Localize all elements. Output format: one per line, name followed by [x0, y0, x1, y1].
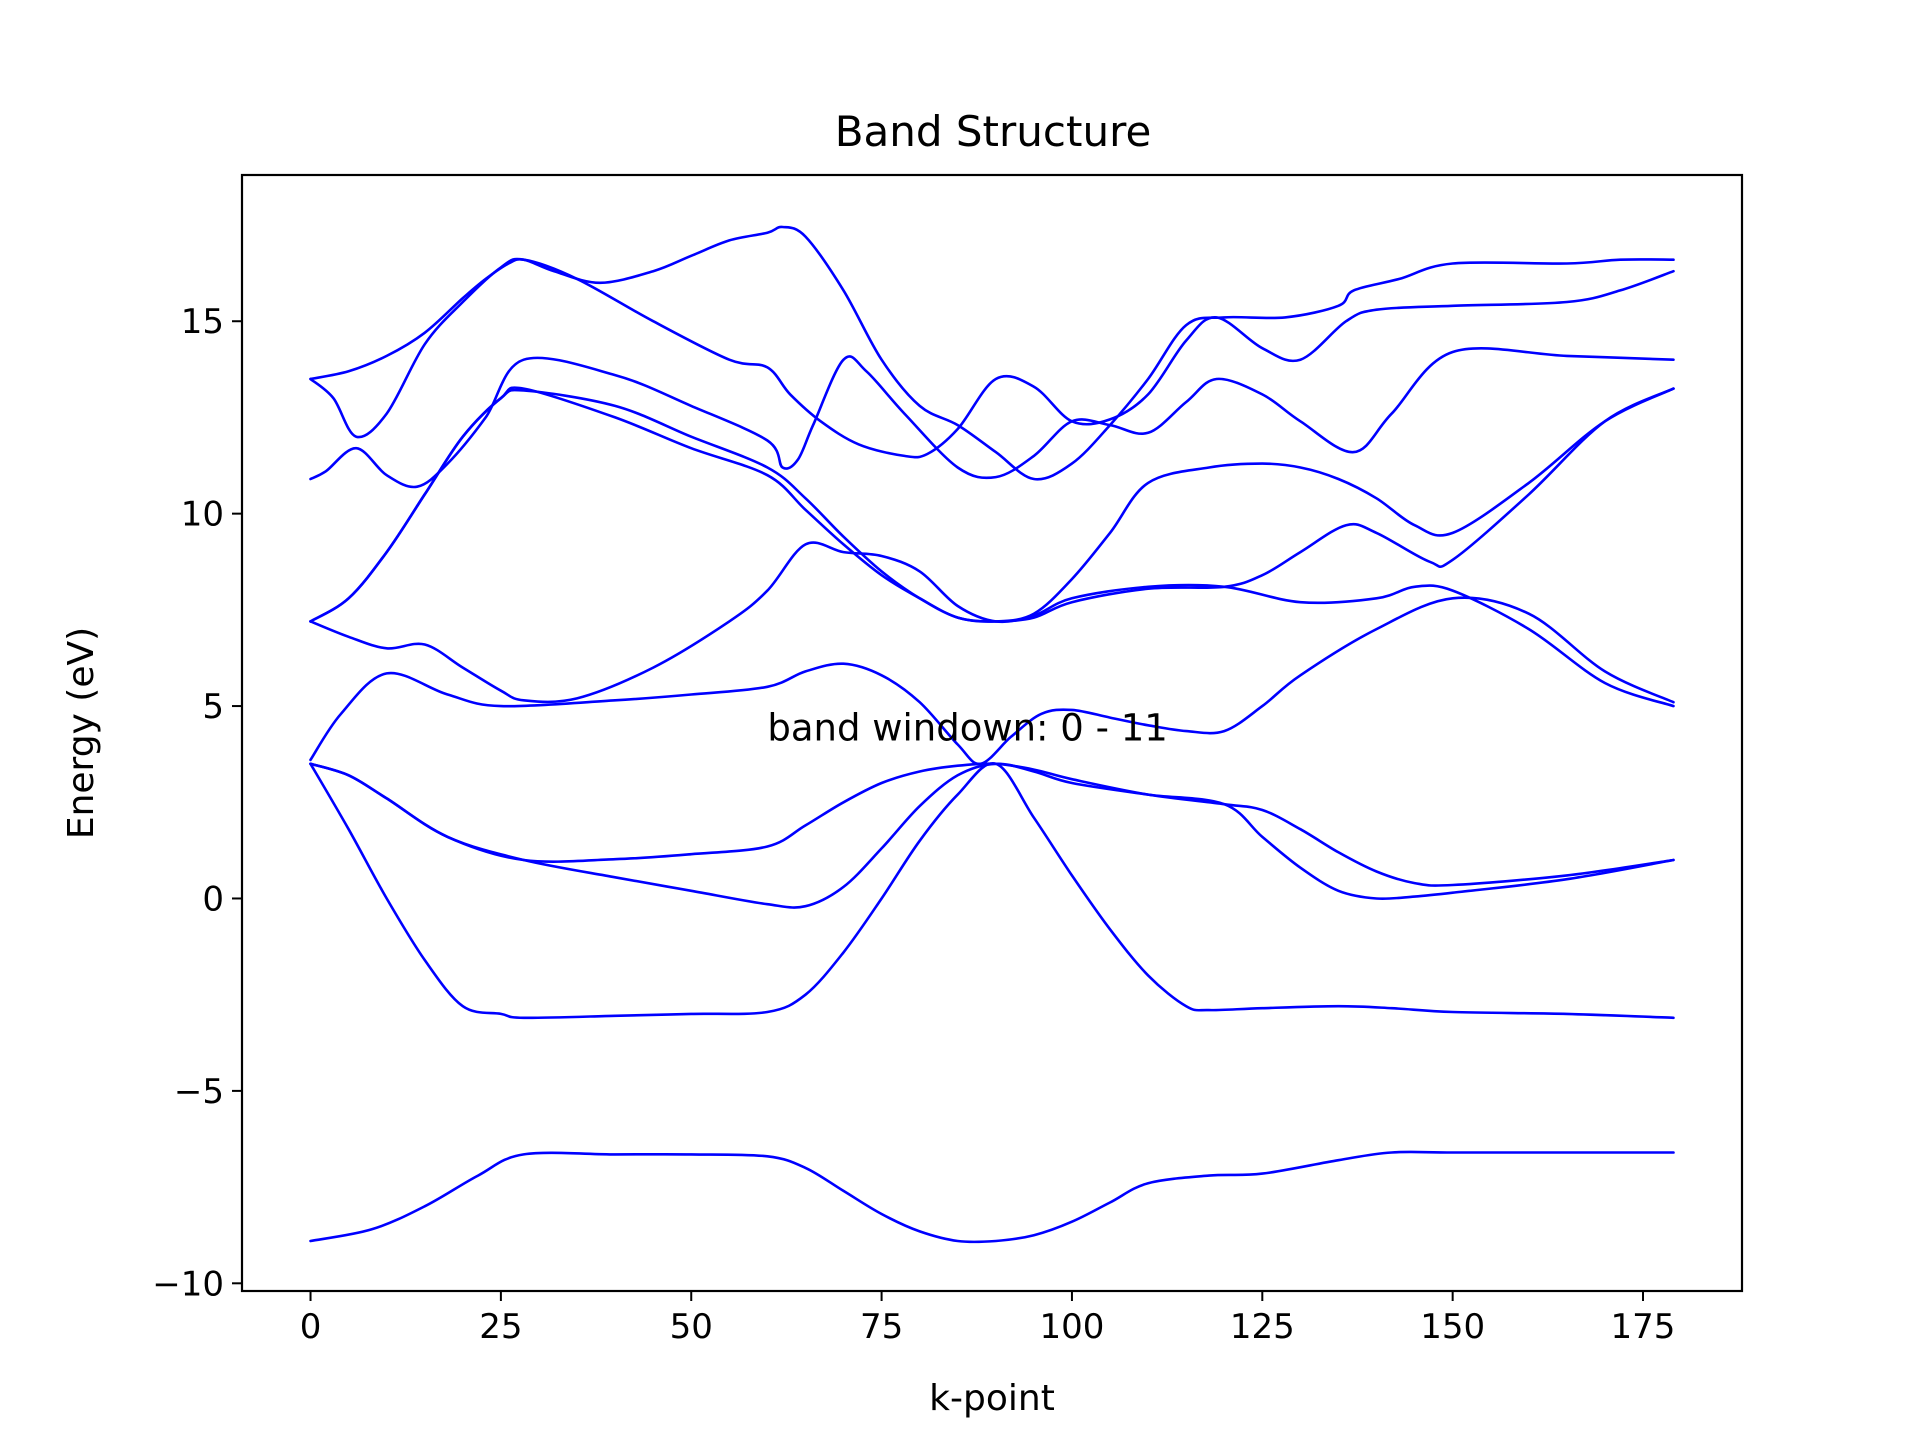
x-tick-label: 125 — [1230, 1307, 1295, 1347]
x-tick-label: 175 — [1611, 1307, 1676, 1347]
band-line-9 — [309, 347, 1675, 489]
y-axis-label: Energy (eV) — [61, 627, 102, 839]
y-tick-label: −10 — [152, 1264, 224, 1304]
y-tick-label: 10 — [181, 495, 224, 535]
band-line-2 — [309, 762, 1675, 1020]
chart-title: Band Structure — [835, 107, 1152, 156]
x-tick-label: 0 — [300, 1307, 322, 1347]
band-window-annotation: band windown: 0 - 11 — [767, 707, 1167, 750]
band-line-6 — [309, 541, 1675, 708]
band-line-3 — [309, 762, 1675, 909]
y-tick-label: 5 — [202, 687, 224, 727]
band-line-4 — [309, 762, 1675, 887]
band-line-1 — [309, 1150, 1675, 1244]
x-tick-label: 25 — [479, 1307, 522, 1347]
band-line-11 — [309, 225, 1675, 481]
x-tick-label: 100 — [1039, 1307, 1104, 1347]
x-axis-ticks: 0 25 50 75 100 125 150 175 — [300, 1291, 1676, 1347]
y-tick-label: −5 — [174, 1072, 224, 1112]
plot-frame — [240, 173, 1744, 1293]
x-axis-label: k-point — [929, 1378, 1055, 1419]
x-tick-label: 50 — [670, 1307, 713, 1347]
y-tick-label: 0 — [202, 879, 224, 919]
x-tick-label: 75 — [860, 1307, 903, 1347]
y-tick-label: 15 — [181, 302, 224, 342]
x-tick-label: 150 — [1420, 1307, 1485, 1347]
band-line-5 — [309, 596, 1675, 766]
band-line-7 — [309, 386, 1675, 623]
band-line-10 — [309, 257, 1675, 459]
band-lines — [309, 225, 1675, 1244]
y-axis-ticks: −10 −5 0 5 10 15 — [152, 302, 242, 1304]
band-line-8 — [309, 387, 1675, 623]
